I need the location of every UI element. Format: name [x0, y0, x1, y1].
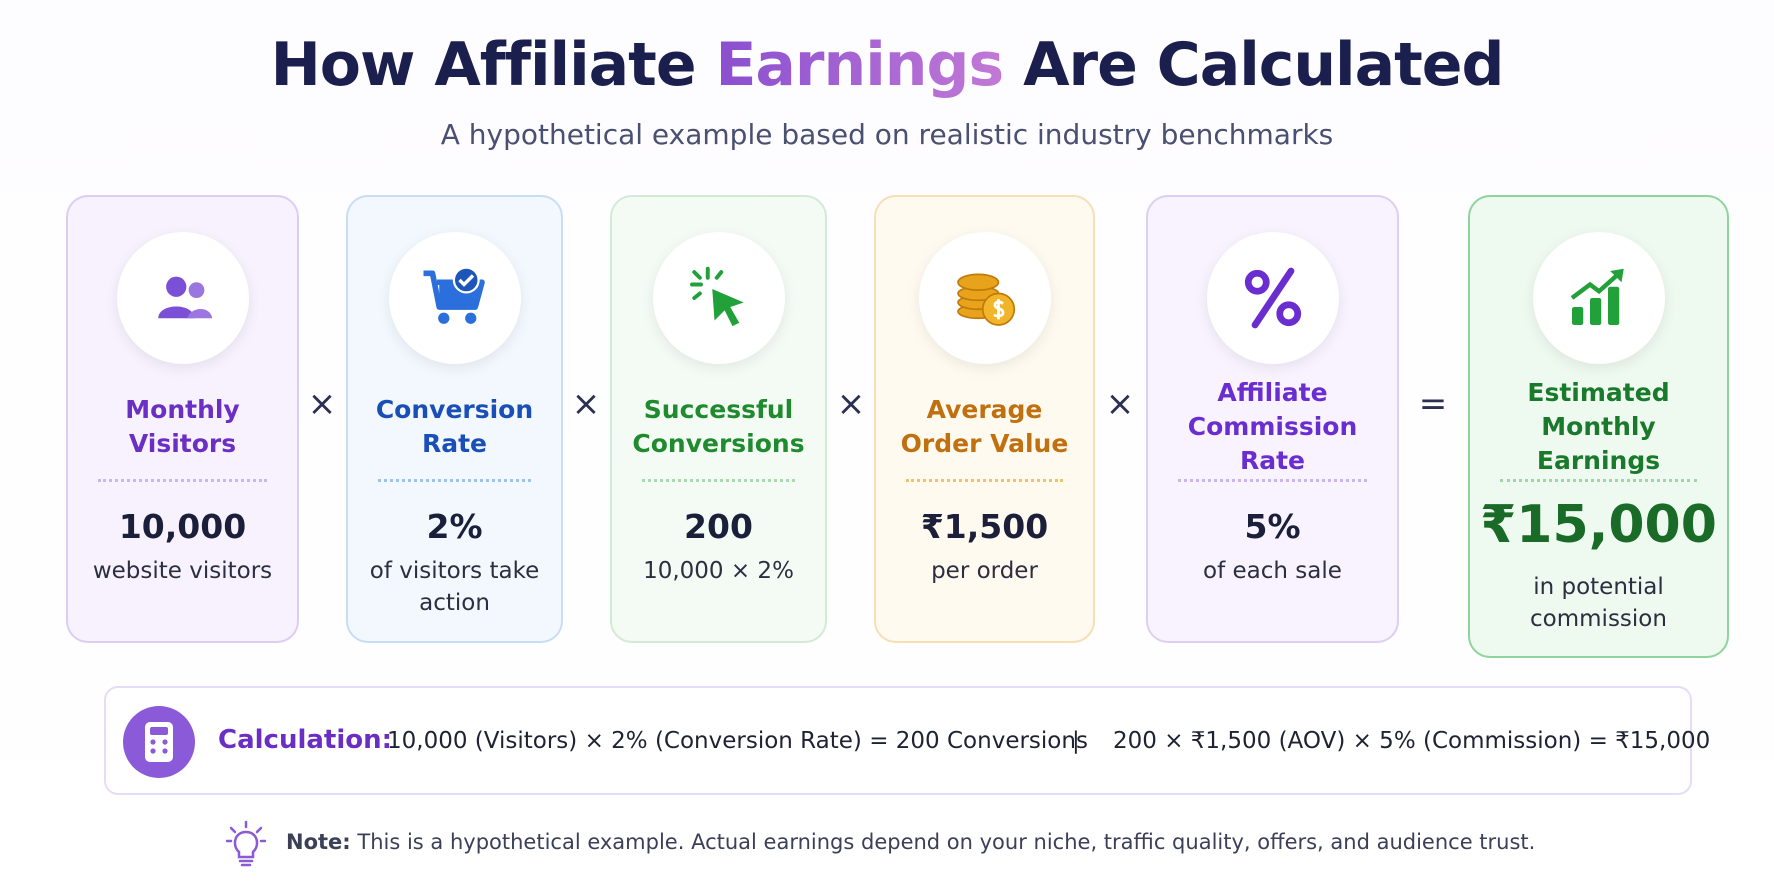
title: How Affiliate Earnings Are Calculated: [0, 30, 1774, 100]
card-value: 200: [684, 507, 753, 546]
card-caption: per order: [931, 558, 1038, 584]
card: Average Order Value ₹1,500 per order: [874, 195, 1095, 643]
title-highlight: Earnings: [715, 30, 1004, 100]
operator: ×: [571, 384, 601, 424]
calculator-icon: [123, 706, 195, 778]
operator: ×: [836, 384, 866, 424]
card: Monthly Visitors 10,000 website visitors: [66, 195, 299, 643]
card-label: Average Order Value: [900, 395, 1069, 458]
operator: =: [1418, 384, 1448, 424]
title-text: How Affiliate: [270, 30, 697, 100]
card-value: ₹1,500: [920, 507, 1049, 546]
operator: ×: [1105, 384, 1135, 424]
icon: [423, 266, 485, 324]
title-text: Are Calculated: [1023, 30, 1504, 100]
card-value: 5%: [1244, 507, 1301, 546]
card: Conversion Rate 2% of visitors take action: [346, 195, 563, 643]
card: Successful Conversions 200 10,000 × 2%: [610, 195, 827, 643]
card-caption: website visitors: [92, 558, 273, 584]
icon: [157, 276, 212, 319]
separator: |: [1072, 728, 1080, 754]
card-value: ₹15,000: [1480, 495, 1717, 555]
card-label: Monthly Visitors: [125, 395, 240, 458]
divider: [642, 479, 795, 482]
calculation-step: 200 × ₹1,500 (AOV) × 5% (Commission) = ₹…: [1113, 728, 1711, 754]
divider: [906, 479, 1063, 482]
card-label: Estimated Monthly Earnings: [1527, 378, 1670, 475]
card-caption: of each sale: [1203, 558, 1342, 584]
card-label: Successful Conversions: [632, 395, 805, 458]
icon-circle: [918, 232, 1051, 364]
calculation-box: [104, 686, 1692, 795]
calculation-step: 10,000 (Visitors) × 2% (Conversion Rate)…: [387, 728, 1088, 754]
card-value: 10,000: [118, 507, 247, 546]
icon: [689, 266, 744, 327]
note-label: Note:: [286, 830, 351, 854]
card-caption: of visitors take action: [369, 558, 540, 616]
card-value: 2%: [426, 507, 483, 546]
card: Estimated Monthly Earnings ₹15,000 in pote…: [1468, 195, 1729, 658]
icon-circle: [1206, 232, 1339, 364]
card: Affiliate Commission Rate 5% of each sale: [1146, 195, 1399, 643]
card-caption: 10,000 × 2%: [643, 558, 794, 584]
icon: [1244, 267, 1301, 329]
icon-circle: [1532, 232, 1665, 364]
divider: [1500, 479, 1697, 482]
icon-circle: [652, 232, 785, 364]
note: Note: This is a hypothetical example. Ac…: [286, 830, 1535, 854]
subtitle: A hypothetical example based on realisti…: [440, 118, 1334, 151]
icon-circle: [388, 232, 521, 364]
icon: [956, 273, 1015, 326]
calculation-label: Calculation:: [218, 725, 393, 755]
card-caption: in potential commission: [1530, 574, 1667, 632]
divider: [98, 479, 267, 482]
bulb-icon: [226, 820, 266, 867]
card-label: Conversion Rate: [375, 395, 534, 458]
note-text: This is a hypothetical example. Actual e…: [357, 830, 1536, 854]
icon-circle: [116, 232, 249, 364]
operator: ×: [307, 384, 337, 424]
divider: [1178, 479, 1367, 482]
card-label: Affiliate Commission Rate: [1187, 378, 1358, 475]
icon: [1570, 268, 1624, 325]
divider: [378, 479, 531, 482]
